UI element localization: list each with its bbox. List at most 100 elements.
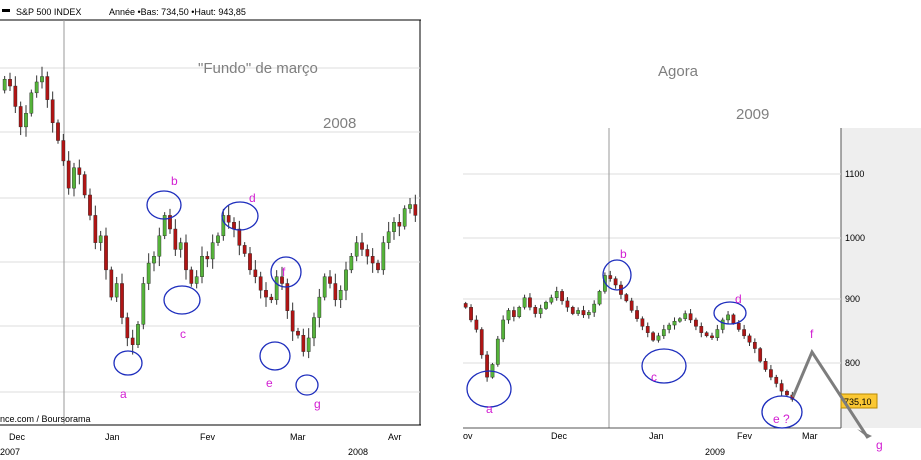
right-xtick-mar: Mar — [802, 431, 818, 441]
right-ytick-1100: 1100 — [845, 169, 864, 179]
left-candle — [264, 290, 268, 298]
left-candle — [253, 269, 258, 277]
left-candle — [104, 235, 108, 271]
right-ytick-800: 800 — [845, 358, 860, 368]
right-candle — [742, 329, 746, 337]
left-candle — [360, 242, 364, 250]
right-candle — [683, 313, 688, 319]
left-xtick-avr: Avr — [388, 432, 401, 442]
left-candle — [98, 235, 103, 243]
right-year-mark-2009: 2009 — [705, 447, 725, 457]
left-source: nce.com / Boursorama — [0, 414, 91, 424]
right-candle — [672, 321, 677, 326]
left-candle — [109, 269, 114, 298]
right-candle — [710, 335, 714, 338]
right-candle — [501, 319, 506, 340]
right-candle — [528, 297, 532, 308]
right-candle — [512, 310, 516, 317]
left-candle — [157, 235, 162, 257]
right-candle — [538, 308, 543, 314]
right-candle — [560, 291, 564, 302]
right-candle — [565, 300, 570, 308]
left-candle — [82, 174, 87, 196]
left-candle — [146, 262, 151, 284]
right-candle — [747, 335, 752, 343]
left-candle — [349, 256, 354, 271]
left-candle — [66, 160, 71, 189]
right-circle-a — [466, 370, 512, 408]
right-candle — [533, 307, 538, 314]
left-candle — [34, 81, 39, 94]
right-candles — [463, 270, 795, 402]
left-label-d: d — [249, 191, 256, 205]
right-candle — [699, 326, 704, 333]
left-candle — [338, 290, 343, 301]
left-year-mark-2007: 2007 — [0, 447, 20, 457]
left-candle — [136, 324, 140, 345]
left-candle — [392, 222, 396, 232]
left-candle — [120, 283, 124, 318]
left-candle — [45, 76, 50, 100]
right-candle — [495, 338, 500, 365]
right-candle — [731, 314, 736, 324]
left-year-mark-2008: 2008 — [348, 447, 368, 457]
left-label-g: g — [314, 397, 321, 411]
left-candle — [354, 242, 359, 257]
left-candle — [61, 140, 66, 162]
right-candle — [651, 332, 655, 341]
right-label-f: f — [810, 327, 814, 341]
left-candle — [72, 167, 76, 189]
right-candle — [463, 303, 468, 308]
left-candle — [370, 256, 375, 264]
left-candle — [290, 310, 295, 332]
left-candle — [178, 242, 183, 250]
left-xtick-fev: Fev — [200, 432, 216, 442]
right-label-c: c — [651, 370, 657, 384]
right-xtick-ov: ov — [463, 431, 473, 441]
right-candle — [678, 318, 682, 322]
left-xtick-jan: Jan — [105, 432, 120, 442]
left-candle — [285, 283, 290, 311]
left-circle-g — [295, 374, 319, 396]
left-label-f: f — [282, 265, 286, 279]
right-title: Agora — [658, 63, 699, 80]
right-candle — [479, 329, 484, 356]
right-ytick-1000: 1000 — [845, 233, 865, 243]
left-candle — [189, 269, 194, 284]
right-candle — [517, 307, 522, 317]
left-candle — [258, 276, 263, 291]
left-label-c: c — [180, 327, 186, 341]
left-candle — [237, 228, 242, 246]
left-candle — [413, 204, 418, 216]
left-candle — [8, 79, 12, 87]
left-xtick-dec: Dec — [9, 432, 26, 442]
right-circle-e — [761, 395, 803, 429]
left-candle — [306, 337, 311, 352]
right-circle-d — [713, 301, 747, 325]
right-label-b: b — [620, 247, 627, 261]
left-header-stats: Année •Bas: 734,50 •Haut: 943,85 — [109, 7, 246, 17]
left-candle — [386, 231, 391, 243]
left-candle — [168, 215, 172, 230]
left-candle — [376, 262, 380, 271]
right-candle — [474, 319, 479, 330]
left-candle — [141, 283, 146, 325]
left-candle — [56, 122, 60, 141]
left-candle — [50, 99, 55, 124]
left-candle — [248, 253, 252, 271]
left-candle — [93, 215, 98, 243]
left-candle — [274, 276, 279, 301]
left-candle — [162, 215, 167, 237]
right-candle — [720, 319, 725, 330]
right-candle — [704, 332, 709, 337]
right-candle — [774, 376, 779, 384]
right-candle — [752, 342, 757, 349]
left-candle — [301, 335, 306, 352]
right-current-price-box — [840, 393, 878, 409]
right-label-d: d — [735, 292, 742, 306]
left-candle — [130, 337, 135, 345]
left-candle — [242, 245, 247, 254]
left-candle — [13, 85, 18, 107]
right-circle-b — [602, 259, 632, 291]
